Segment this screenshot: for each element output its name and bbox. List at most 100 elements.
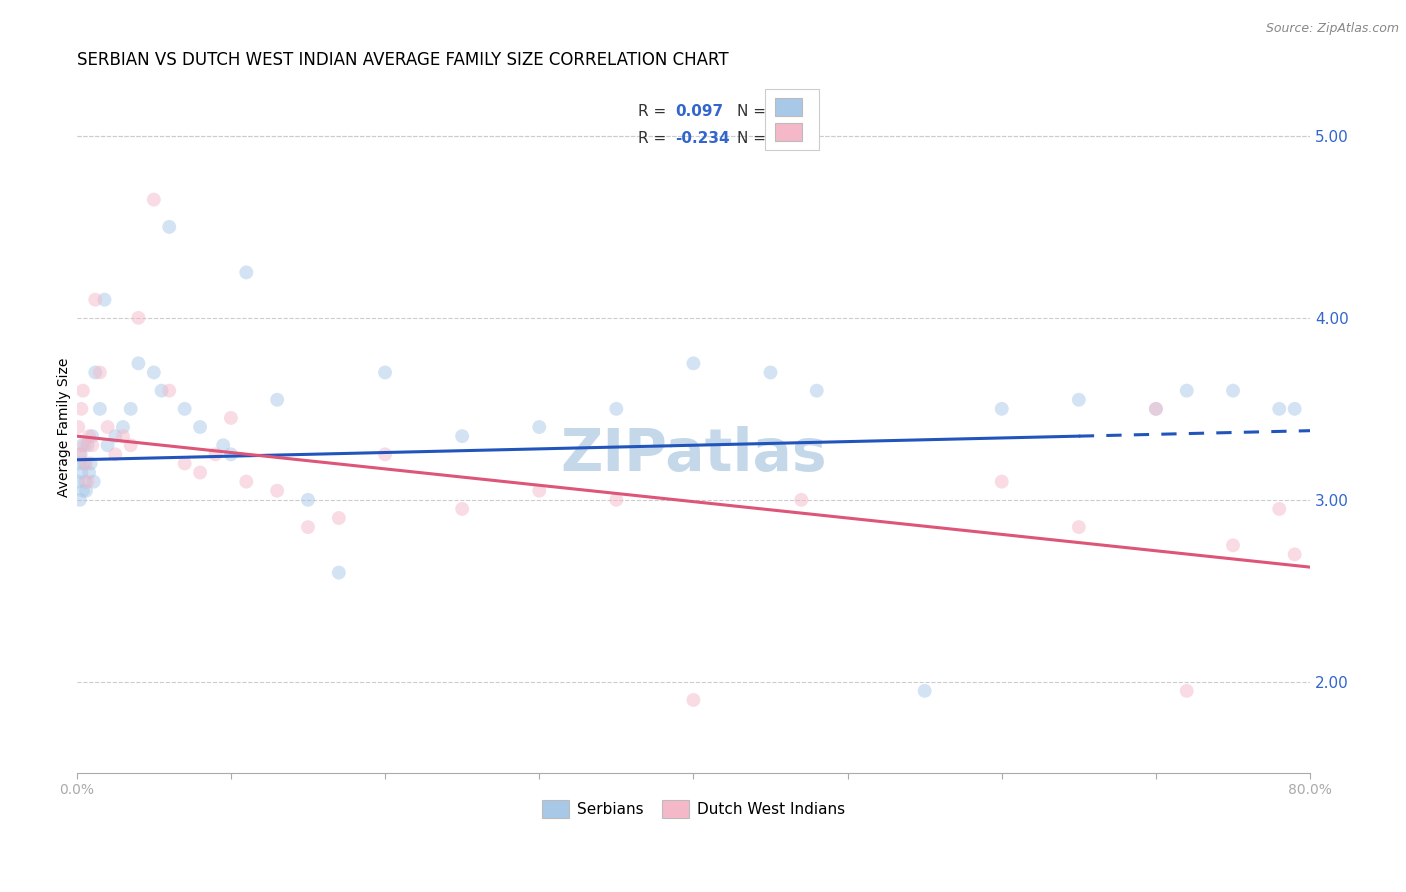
Point	[75, 457, 97, 471]
Point	[104, 429, 127, 443]
Point	[1222, 538, 1244, 552]
Point	[806, 384, 828, 398]
Point	[69, 492, 91, 507]
Point	[127, 310, 149, 325]
Point	[1067, 520, 1090, 534]
Point	[72, 483, 94, 498]
Point	[914, 684, 936, 698]
Point	[157, 384, 180, 398]
Point	[77, 466, 100, 480]
Text: 39: 39	[770, 130, 792, 145]
Point	[82, 438, 104, 452]
Point	[69, 447, 91, 461]
Point	[111, 429, 134, 443]
Point	[67, 420, 90, 434]
Point	[1268, 401, 1291, 416]
Point	[1284, 401, 1306, 416]
Point	[1175, 384, 1198, 398]
Point	[266, 392, 288, 407]
Point	[219, 447, 242, 461]
Point	[76, 475, 98, 489]
Point	[70, 438, 93, 452]
Point	[69, 447, 91, 461]
Point	[97, 420, 120, 434]
Text: -0.234: -0.234	[675, 130, 730, 145]
Point	[70, 401, 93, 416]
Point	[529, 483, 551, 498]
Point	[79, 457, 101, 471]
Point	[120, 438, 142, 452]
Point	[188, 420, 211, 434]
Point	[682, 693, 704, 707]
Point	[89, 401, 111, 416]
Point	[297, 492, 319, 507]
Text: 49: 49	[770, 103, 792, 119]
Point	[297, 520, 319, 534]
Point	[120, 401, 142, 416]
Point	[173, 401, 195, 416]
Point	[605, 492, 627, 507]
Point	[204, 447, 226, 461]
Point	[89, 366, 111, 380]
Point	[142, 193, 165, 207]
Point	[605, 401, 627, 416]
Point	[235, 475, 257, 489]
Point	[70, 466, 93, 480]
Point	[1144, 401, 1167, 416]
Point	[82, 429, 104, 443]
Point	[790, 492, 813, 507]
Y-axis label: Average Family Size: Average Family Size	[58, 358, 72, 497]
Point	[1067, 392, 1090, 407]
Point	[104, 447, 127, 461]
Point	[328, 511, 350, 525]
Point	[374, 447, 396, 461]
Text: ZIPatlas: ZIPatlas	[560, 426, 827, 483]
Text: N =: N =	[737, 130, 770, 145]
Point	[142, 366, 165, 380]
Point	[1222, 384, 1244, 398]
Point	[83, 475, 105, 489]
Point	[759, 366, 782, 380]
Point	[990, 475, 1012, 489]
Point	[990, 401, 1012, 416]
Point	[266, 483, 288, 498]
Point	[682, 356, 704, 370]
Point	[235, 265, 257, 279]
Point	[111, 420, 134, 434]
Point	[67, 475, 90, 489]
Text: R =: R =	[638, 130, 671, 145]
Point	[97, 438, 120, 452]
Point	[75, 475, 97, 489]
Point	[173, 457, 195, 471]
Point	[212, 438, 235, 452]
Point	[451, 429, 474, 443]
Point	[84, 366, 107, 380]
Point	[1284, 548, 1306, 562]
Point	[77, 429, 100, 443]
Point	[328, 566, 350, 580]
Point	[1144, 401, 1167, 416]
Point	[72, 384, 94, 398]
Point	[150, 384, 173, 398]
Point	[1268, 502, 1291, 516]
Point	[188, 466, 211, 480]
Point	[157, 219, 180, 234]
Point	[67, 457, 90, 471]
Point	[1175, 684, 1198, 698]
Point	[73, 438, 96, 452]
Point	[93, 293, 115, 307]
Point	[127, 356, 149, 370]
Point	[451, 502, 474, 516]
Point	[219, 411, 242, 425]
Legend: Serbians, Dutch West Indians: Serbians, Dutch West Indians	[536, 794, 851, 824]
Text: SERBIAN VS DUTCH WEST INDIAN AVERAGE FAMILY SIZE CORRELATION CHART: SERBIAN VS DUTCH WEST INDIAN AVERAGE FAM…	[77, 51, 728, 69]
Point	[75, 483, 97, 498]
Point	[84, 293, 107, 307]
Point	[529, 420, 551, 434]
Text: R =: R =	[638, 103, 671, 119]
Text: N =: N =	[737, 103, 770, 119]
Text: 0.097: 0.097	[675, 103, 723, 119]
Point	[73, 457, 96, 471]
Point	[76, 438, 98, 452]
Text: Source: ZipAtlas.com: Source: ZipAtlas.com	[1265, 22, 1399, 36]
